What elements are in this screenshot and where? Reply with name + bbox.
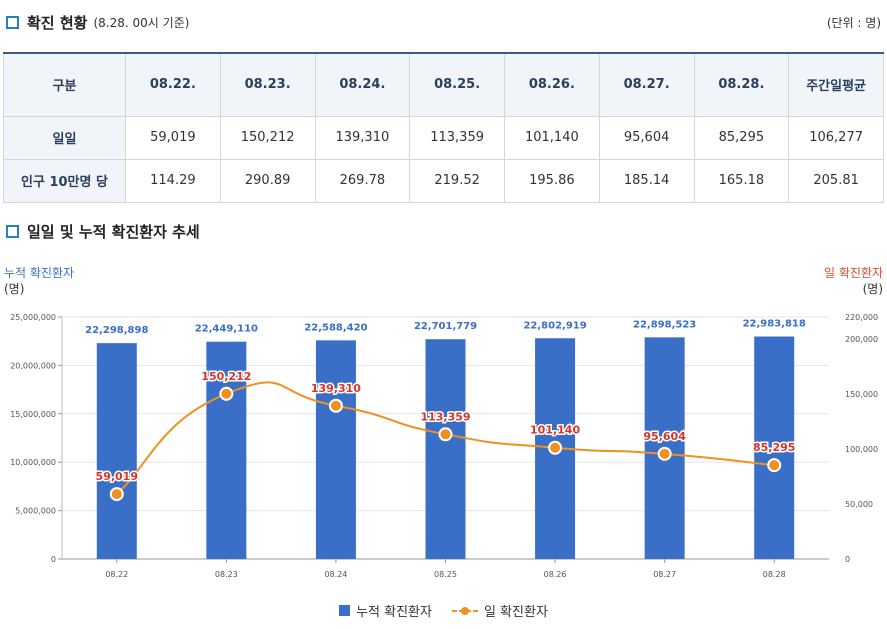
line-point-daily [767, 458, 782, 473]
table-cell: 95,604 [598, 115, 695, 160]
line-point-daily [438, 427, 453, 442]
bar-data-label: 22,701,779 [414, 321, 477, 332]
legend-label: 일 확진환자 [483, 605, 548, 620]
legend-item-daily[interactable]: 일 확진환자 [451, 601, 548, 620]
table-row-label: 일일 [3, 115, 126, 160]
table-header-cell: 08.25. [409, 52, 505, 117]
line-point-daily [548, 440, 563, 455]
table-cell: 106,277 [788, 115, 884, 160]
legend-bar-swatch [339, 605, 351, 616]
right-tick-label: 150,000 [845, 390, 878, 399]
line-data-label: 59,019 [96, 470, 138, 483]
table-cell: 195.86 [504, 158, 600, 203]
status-subtitle: (8.28. 00시 기준) [93, 16, 190, 30]
table-cell: 185.14 [598, 158, 695, 203]
left-tick-label: 15,000,000 [10, 410, 56, 419]
left-tick-label: 0 [51, 555, 56, 564]
right-axis-title: 일 확진환자 [824, 266, 883, 280]
section-square-icon [6, 16, 19, 29]
bar-data-label: 22,983,818 [743, 319, 806, 330]
table-row-label: 인구 10만명 당 [3, 158, 126, 203]
right-axis-unit: (명) [863, 282, 883, 296]
x-tick-label: 08.25 [434, 570, 457, 579]
left-axis-unit: (명) [4, 282, 24, 296]
table-cell: 290.89 [219, 158, 316, 203]
line-point-daily [657, 446, 672, 461]
table-header-cell: 08.22. [125, 52, 221, 117]
table-header-cell: 08.28. [693, 52, 790, 117]
bar-data-label: 22,298,898 [85, 325, 148, 336]
left-axis-title: 누적 확진환자 [4, 266, 74, 280]
table-cell: 205.81 [788, 158, 884, 203]
status-header: 확진 현황 (8.28. 00시 기준) [6, 12, 189, 33]
right-tick-label: 50,000 [845, 500, 873, 509]
legend-label: 누적 확진환자 [356, 605, 432, 620]
x-tick-label: 08.28 [763, 570, 786, 579]
table-cell: 139,310 [314, 115, 411, 160]
x-tick-label: 08.23 [215, 570, 238, 579]
bar-cumulative [315, 340, 356, 559]
right-tick-label: 0 [845, 555, 850, 564]
status-title: 확진 현황 [27, 14, 88, 32]
bar-cumulative [206, 341, 247, 559]
table-header-cell: 08.23. [219, 52, 316, 117]
table-cell: 269.78 [314, 158, 411, 203]
trend-header: 일일 및 누적 확진환자 추세 [6, 221, 200, 242]
line-data-label: 95,604 [643, 430, 686, 443]
status-table: 구분 08.22. 08.23. 08.24. 08.25. 08.26. 08… [3, 52, 884, 203]
x-tick-label: 08.27 [653, 570, 676, 579]
legend-line-swatch [451, 606, 478, 615]
table-cell: 85,295 [693, 115, 790, 160]
legend-item-cumulative[interactable]: 누적 확진환자 [339, 601, 432, 620]
bar-cumulative [754, 336, 795, 559]
table-cell: 113,359 [409, 115, 505, 160]
trend-title: 일일 및 누적 확진환자 추세 [27, 223, 200, 241]
chart-legend: 누적 확진환자 일 확진환자 [0, 601, 887, 620]
table-cell: 101,140 [504, 115, 600, 160]
left-tick-label: 25,000,000 [10, 313, 56, 322]
x-tick-label: 08.26 [544, 570, 567, 579]
table-cell: 114.29 [125, 158, 221, 203]
x-tick-label: 08.24 [324, 570, 347, 579]
line-point-daily [328, 398, 343, 413]
right-tick-label: 220,000 [845, 313, 878, 322]
bar-cumulative [96, 343, 137, 559]
table-cell: 150,212 [219, 115, 316, 160]
table-header-cell: 08.24. [314, 52, 411, 117]
line-data-label: 150,212 [201, 370, 251, 383]
line-data-label: 139,310 [311, 382, 361, 395]
line-data-label: 113,359 [420, 410, 470, 423]
line-data-label: 101,140 [530, 424, 580, 437]
bar-cumulative [425, 339, 466, 559]
trend-chart: 누적 확진환자 (명) 일 확진환자 (명) 0 5,000,000 10,000,000 1… [4, 266, 883, 579]
table-cell: 165.18 [693, 158, 790, 203]
right-tick-label: 200,000 [845, 335, 878, 344]
line-data-label: 85,295 [753, 441, 795, 454]
table-cell: 219.52 [409, 158, 505, 203]
x-tick-label: 08.22 [105, 570, 128, 579]
table-header-row: 구분 08.22. 08.23. 08.24. 08.25. 08.26. 08… [3, 52, 884, 117]
table-row: 인구 10만명 당 114.29 290.89 269.78 219.52 19… [3, 158, 884, 203]
bar-data-label: 22,449,110 [195, 324, 258, 335]
bar-data-label: 22,802,919 [523, 320, 586, 331]
table-header-cell: 주간일평균 [788, 52, 884, 117]
bar-data-label: 22,898,523 [633, 319, 696, 330]
table-header-cell: 08.26. [504, 52, 600, 117]
table-row: 일일 59,019 150,212 139,310 113,359 101,14… [3, 115, 884, 160]
left-tick-label: 5,000,000 [15, 507, 56, 516]
left-tick-label: 20,000,000 [10, 361, 56, 370]
table-header-cell: 08.27. [598, 52, 695, 117]
right-tick-label: 100,000 [845, 445, 878, 454]
line-point-daily [219, 386, 234, 401]
left-tick-label: 10,000,000 [10, 458, 56, 467]
section-square-icon [6, 225, 19, 238]
table-cell: 59,019 [125, 115, 221, 160]
unit-label: (단위 : 명) [826, 16, 881, 30]
table-header-cell: 구분 [3, 52, 126, 117]
bar-data-label: 22,588,420 [304, 322, 367, 333]
line-point-daily [109, 487, 124, 502]
